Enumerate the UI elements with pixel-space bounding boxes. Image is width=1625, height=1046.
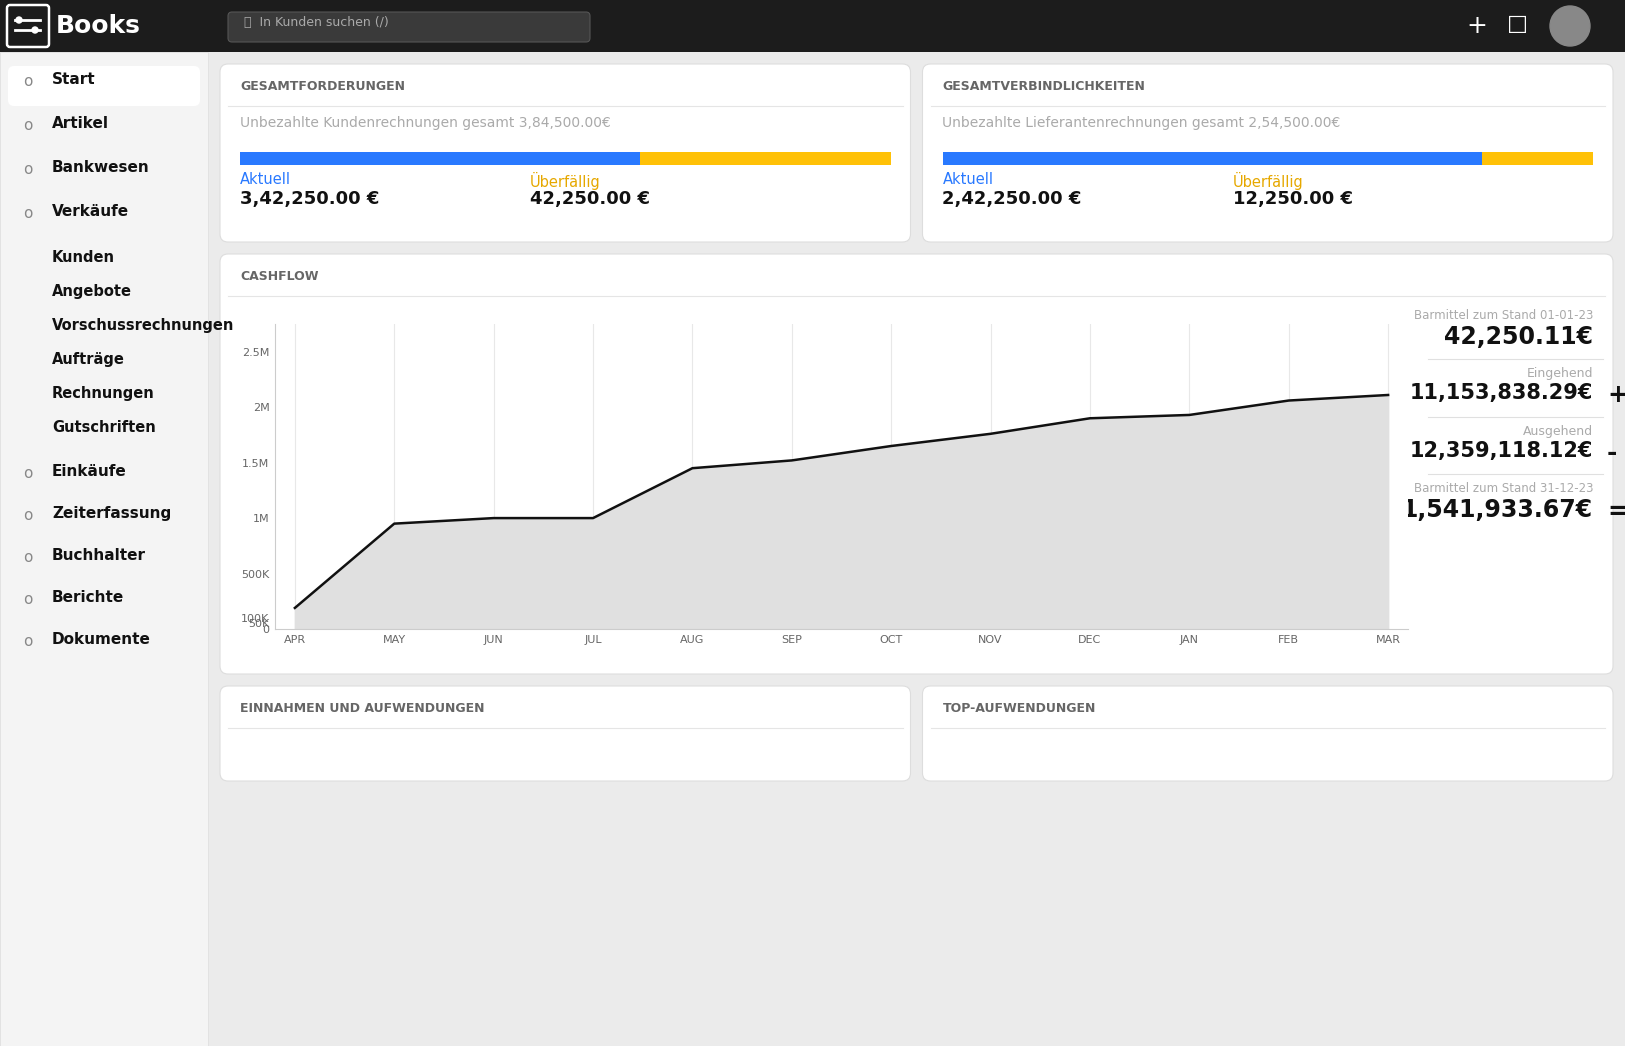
Text: 12,359,118.12€: 12,359,118.12€ [1409,441,1592,461]
Text: TOP-AUFWENDUNGEN: TOP-AUFWENDUNGEN [942,702,1095,715]
Circle shape [32,27,37,33]
Text: Überfällig: Überfällig [530,172,601,190]
Text: Dokumente: Dokumente [52,632,151,647]
Text: o: o [23,550,32,565]
Text: 42,250.00 €: 42,250.00 € [530,190,650,208]
Text: Verkäufe: Verkäufe [52,204,128,219]
Text: Aktuell: Aktuell [240,172,291,187]
Text: o: o [23,467,32,481]
FancyBboxPatch shape [8,66,200,106]
Text: 2,42,250.00 €: 2,42,250.00 € [942,190,1082,208]
Text: Überfällig: Überfällig [1232,172,1303,190]
Text: Kunden: Kunden [52,250,115,265]
Text: Barmittel zum Stand 31-12-23: Barmittel zum Stand 31-12-23 [1414,482,1592,495]
Text: o: o [23,162,32,177]
FancyBboxPatch shape [219,254,1614,674]
Text: Angebote: Angebote [52,285,132,299]
FancyBboxPatch shape [923,686,1614,781]
Text: o: o [23,118,32,133]
Text: Unbezahlte Kundenrechnungen gesamt 3,84,500.00€: Unbezahlte Kundenrechnungen gesamt 3,84,… [240,116,611,130]
Bar [942,152,1482,165]
Text: 3,42,250.00 €: 3,42,250.00 € [240,190,379,208]
Text: 1,541,933.67€: 1,541,933.67€ [1402,498,1592,522]
Text: □: □ [1506,14,1527,35]
Text: +: + [1607,383,1625,407]
Text: Berichte: Berichte [52,590,124,605]
Text: GESAMTFORDERUNGEN: GESAMTFORDERUNGEN [240,79,405,93]
Text: Zeiterfassung: Zeiterfassung [52,506,171,521]
Text: Eingehend: Eingehend [1526,367,1592,380]
Text: Barmittel zum Stand 01-01-23: Barmittel zum Stand 01-01-23 [1414,309,1592,322]
Text: Aufträge: Aufträge [52,353,125,367]
Text: EINNAHMEN UND AUFWENDUNGEN: EINNAHMEN UND AUFWENDUNGEN [240,702,484,715]
Circle shape [16,17,23,23]
Text: Vorschussrechnungen: Vorschussrechnungen [52,318,234,333]
Text: =: = [1607,500,1625,524]
FancyBboxPatch shape [228,12,590,42]
Text: -: - [1607,441,1617,465]
Text: Unbezahlte Lieferantenrechnungen gesamt 2,54,500.00€: Unbezahlte Lieferantenrechnungen gesamt … [942,116,1341,130]
Text: Buchhalter: Buchhalter [52,548,146,563]
Text: o: o [23,592,32,607]
Text: Bankwesen: Bankwesen [52,160,150,175]
Bar [1482,152,1592,165]
Text: o: o [23,508,32,523]
Text: Gutschriften: Gutschriften [52,420,156,435]
Bar [0,52,208,1046]
FancyBboxPatch shape [923,64,1614,242]
Text: CASHFLOW: CASHFLOW [240,270,318,283]
Text: Rechnungen: Rechnungen [52,386,154,401]
Text: Start: Start [52,72,96,87]
FancyBboxPatch shape [219,64,910,242]
Text: 42,250.11€: 42,250.11€ [1445,325,1592,349]
Circle shape [1550,6,1589,46]
Text: Artikel: Artikel [52,116,109,131]
Text: o: o [23,634,32,649]
Text: o: o [23,206,32,221]
Text: Einkäufe: Einkäufe [52,464,127,479]
Text: ⌕  In Kunden suchen (/): ⌕ In Kunden suchen (/) [244,16,388,29]
Bar [640,152,890,165]
Text: o: o [23,74,32,89]
Text: Ausgehend: Ausgehend [1523,425,1592,438]
Text: Books: Books [55,14,141,38]
Bar [240,152,640,165]
Text: 11,153,838.29€: 11,153,838.29€ [1409,383,1592,403]
Text: +: + [1467,14,1487,38]
FancyBboxPatch shape [219,686,910,781]
Bar [0,0,1625,52]
Text: Aktuell: Aktuell [942,172,993,187]
Text: 12,250.00 €: 12,250.00 € [1232,190,1352,208]
Text: GESAMTVERBINDLICHKEITEN: GESAMTVERBINDLICHKEITEN [942,79,1146,93]
